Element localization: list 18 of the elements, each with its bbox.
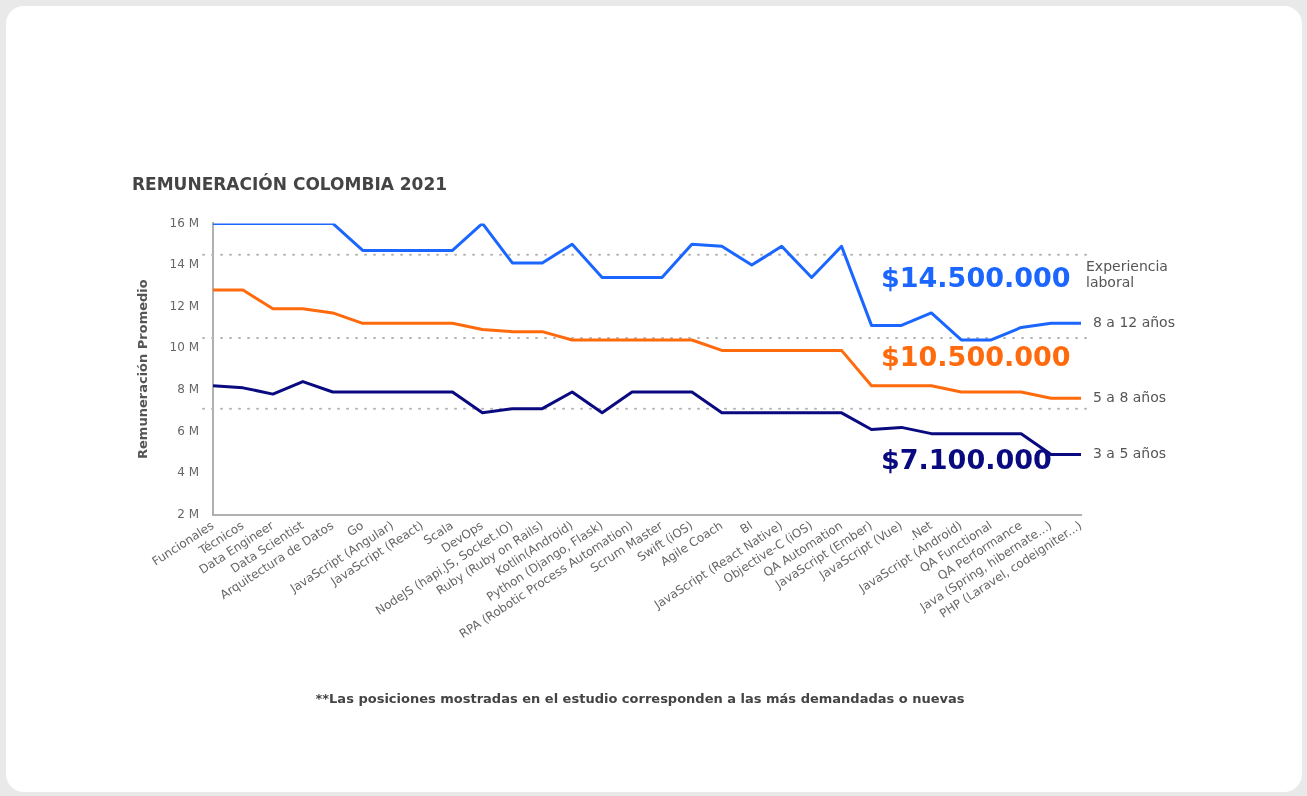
chart-title: REMUNERACIÓN COLOMBIA 2021 <box>132 172 448 194</box>
series-label: 5 a 8 años <box>1093 388 1167 405</box>
series-label: 3 a 5 años <box>1093 445 1167 462</box>
y-tick-label: 4 M <box>177 465 200 480</box>
y-tick-label: 2 M <box>177 506 200 521</box>
y-tick-label: 6 M <box>177 423 200 438</box>
legend-title: Experiencia laboral <box>1086 257 1168 290</box>
series-label: 8 a 12 años <box>1093 313 1175 330</box>
text: **Las posiciones mostradas en el estudio corresponden a las más demandadas o nuevas <box>315 691 965 707</box>
y-tick-label: 8 M <box>177 382 200 397</box>
y-tick-label: 12 M <box>169 298 200 313</box>
y-axis-title: Remuneración Promedio <box>135 279 151 459</box>
ref-line-label: $14.500.000 <box>881 262 1071 294</box>
y-tick-label: 10 M <box>169 340 200 355</box>
y-tick-label: 16 M <box>169 215 200 230</box>
y-tick-label: 14 M <box>169 257 200 272</box>
ref-line-label: $7.100.000 <box>881 444 1052 476</box>
ref-line-label: $10.500.000 <box>881 341 1071 373</box>
